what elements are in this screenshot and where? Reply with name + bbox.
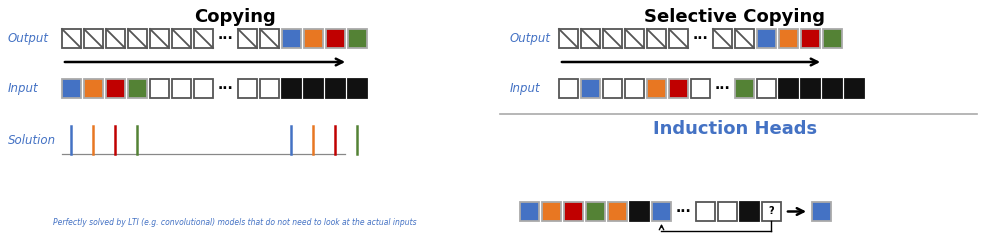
- Text: ···: ···: [692, 32, 708, 45]
- Bar: [282, 79, 301, 98]
- Bar: [652, 202, 671, 221]
- Bar: [326, 29, 345, 48]
- Bar: [779, 79, 798, 98]
- Bar: [740, 202, 759, 221]
- Bar: [564, 202, 583, 221]
- Text: ···: ···: [218, 81, 234, 96]
- Bar: [150, 29, 169, 48]
- Bar: [608, 202, 627, 221]
- Bar: [603, 29, 622, 48]
- Text: Selective Copying: Selective Copying: [644, 8, 826, 26]
- Bar: [713, 29, 732, 48]
- Bar: [106, 79, 125, 98]
- Bar: [84, 79, 103, 98]
- Bar: [603, 79, 622, 98]
- Text: Input: Input: [510, 82, 541, 95]
- Bar: [845, 79, 864, 98]
- Bar: [194, 29, 213, 48]
- Bar: [260, 79, 279, 98]
- Bar: [823, 29, 842, 48]
- Bar: [260, 29, 279, 48]
- Bar: [559, 79, 578, 98]
- Bar: [106, 29, 125, 48]
- Bar: [696, 202, 715, 221]
- Bar: [150, 79, 169, 98]
- Text: ···: ···: [715, 81, 731, 96]
- Bar: [586, 202, 605, 221]
- Text: ···: ···: [218, 32, 234, 45]
- Bar: [62, 79, 81, 98]
- Bar: [581, 29, 600, 48]
- Bar: [304, 29, 323, 48]
- Bar: [669, 79, 688, 98]
- Bar: [779, 29, 798, 48]
- Bar: [282, 29, 301, 48]
- Text: Induction Heads: Induction Heads: [653, 120, 817, 138]
- Text: Output: Output: [510, 32, 551, 45]
- Text: ?: ?: [769, 206, 775, 217]
- Bar: [801, 29, 820, 48]
- Bar: [630, 202, 649, 221]
- Bar: [348, 29, 367, 48]
- Bar: [718, 202, 737, 221]
- Text: Perfectly solved by LTI (e.g. convolutional) models that do not need to look at : Perfectly solved by LTI (e.g. convolutio…: [53, 218, 416, 227]
- Bar: [559, 29, 578, 48]
- Bar: [84, 29, 103, 48]
- Text: Input: Input: [8, 82, 38, 95]
- Bar: [128, 79, 147, 98]
- Bar: [762, 202, 781, 221]
- Bar: [669, 29, 688, 48]
- Bar: [128, 29, 147, 48]
- Text: Solution: Solution: [8, 134, 56, 147]
- Bar: [172, 29, 191, 48]
- Text: Copying: Copying: [194, 8, 276, 26]
- Bar: [520, 202, 539, 221]
- Bar: [735, 29, 754, 48]
- Bar: [62, 29, 81, 48]
- Bar: [812, 202, 831, 221]
- Bar: [326, 79, 345, 98]
- Bar: [172, 79, 191, 98]
- Bar: [348, 79, 367, 98]
- Bar: [757, 79, 776, 98]
- Bar: [691, 79, 710, 98]
- Bar: [304, 79, 323, 98]
- Bar: [823, 79, 842, 98]
- Bar: [647, 29, 666, 48]
- Bar: [581, 79, 600, 98]
- Bar: [238, 79, 257, 98]
- Bar: [735, 79, 754, 98]
- Bar: [801, 79, 820, 98]
- Bar: [647, 79, 666, 98]
- Bar: [194, 79, 213, 98]
- Text: ···: ···: [676, 205, 691, 218]
- Bar: [625, 29, 644, 48]
- Bar: [238, 29, 257, 48]
- Bar: [625, 79, 644, 98]
- Bar: [542, 202, 561, 221]
- Text: Output: Output: [8, 32, 49, 45]
- Bar: [757, 29, 776, 48]
